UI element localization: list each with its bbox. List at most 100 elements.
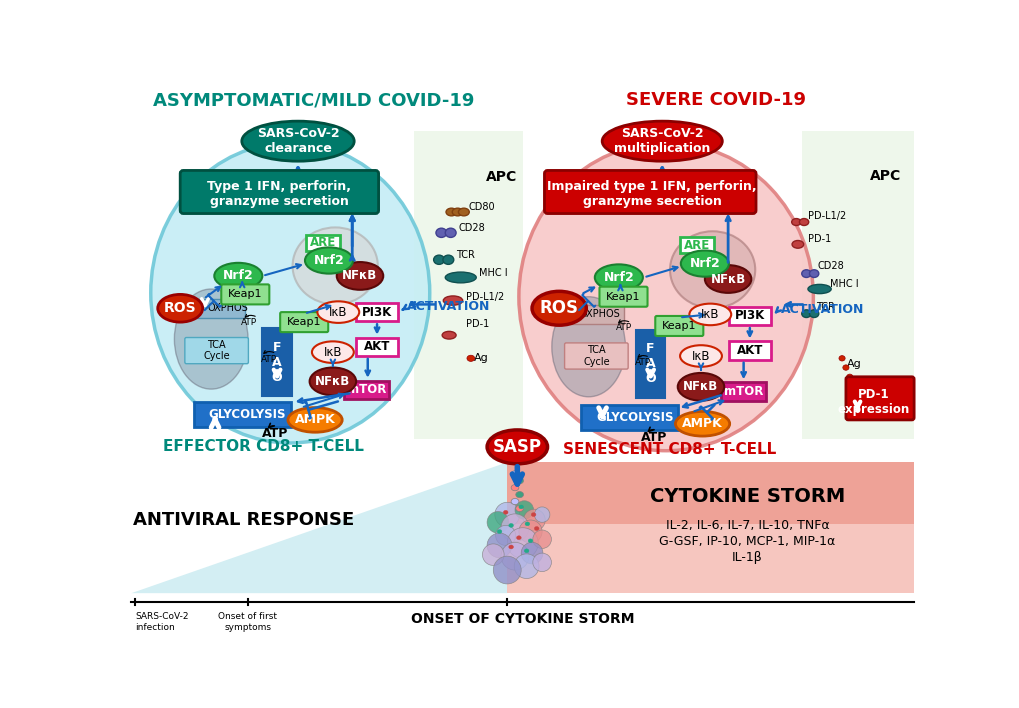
- Text: ACTIVATION: ACTIVATION: [407, 300, 489, 313]
- Ellipse shape: [500, 542, 529, 570]
- FancyBboxPatch shape: [635, 330, 664, 398]
- Text: PI3K: PI3K: [734, 309, 764, 322]
- Text: ONSET OF CYTOKINE STORM: ONSET OF CYTOKINE STORM: [411, 612, 634, 627]
- FancyBboxPatch shape: [194, 402, 290, 427]
- Text: NFκB: NFκB: [342, 270, 377, 282]
- Ellipse shape: [336, 262, 383, 290]
- FancyBboxPatch shape: [180, 171, 378, 214]
- Text: ANTIVIRAL RESPONSE: ANTIVIRAL RESPONSE: [133, 511, 354, 529]
- Ellipse shape: [532, 291, 586, 325]
- Polygon shape: [414, 131, 522, 439]
- Text: Nrf2: Nrf2: [689, 257, 719, 270]
- FancyBboxPatch shape: [720, 382, 765, 401]
- Ellipse shape: [508, 523, 513, 527]
- FancyBboxPatch shape: [565, 343, 628, 369]
- Text: APC: APC: [486, 171, 517, 184]
- Ellipse shape: [487, 430, 547, 464]
- Text: IL-1β: IL-1β: [732, 552, 762, 564]
- Ellipse shape: [524, 549, 529, 553]
- Ellipse shape: [521, 542, 542, 564]
- Ellipse shape: [809, 310, 818, 317]
- FancyBboxPatch shape: [280, 312, 328, 332]
- FancyBboxPatch shape: [183, 299, 245, 317]
- Text: SASP: SASP: [492, 438, 541, 456]
- Text: ARE: ARE: [684, 239, 709, 251]
- Ellipse shape: [846, 374, 852, 379]
- FancyBboxPatch shape: [729, 341, 770, 360]
- Ellipse shape: [310, 367, 356, 395]
- Text: PD-L1/2: PD-L1/2: [807, 211, 846, 221]
- Ellipse shape: [506, 527, 538, 559]
- Ellipse shape: [519, 505, 523, 509]
- Text: PD-1: PD-1: [807, 234, 830, 244]
- Text: TCA
Cycle: TCA Cycle: [583, 346, 609, 367]
- Ellipse shape: [534, 507, 549, 523]
- Ellipse shape: [467, 355, 474, 361]
- Ellipse shape: [801, 310, 810, 317]
- Ellipse shape: [511, 498, 519, 505]
- FancyBboxPatch shape: [356, 338, 397, 356]
- Ellipse shape: [532, 530, 551, 549]
- Text: ROS: ROS: [539, 299, 578, 317]
- Ellipse shape: [317, 302, 359, 323]
- Text: ATP: ATP: [641, 431, 667, 444]
- Text: IκB: IκB: [323, 346, 341, 359]
- Ellipse shape: [792, 241, 803, 249]
- Ellipse shape: [487, 533, 512, 558]
- FancyBboxPatch shape: [581, 405, 678, 430]
- Text: ARE: ARE: [310, 236, 335, 249]
- Text: Ag: Ag: [474, 353, 488, 363]
- Text: EFFECTOR CD8+ T-CELL: EFFECTOR CD8+ T-CELL: [162, 440, 363, 455]
- Text: ASYMPTOMATIC/MILD COVID-19: ASYMPTOMATIC/MILD COVID-19: [153, 91, 474, 109]
- Ellipse shape: [433, 255, 444, 264]
- Text: PI3K: PI3K: [362, 306, 391, 319]
- Ellipse shape: [495, 525, 516, 545]
- Ellipse shape: [287, 408, 341, 432]
- Ellipse shape: [807, 285, 830, 294]
- Text: IκB: IκB: [329, 306, 347, 319]
- Ellipse shape: [435, 228, 446, 237]
- Ellipse shape: [528, 539, 532, 543]
- Text: AKT: AKT: [736, 344, 762, 357]
- Text: F
A
O: F A O: [645, 342, 655, 385]
- Text: GLYCOLYSIS: GLYCOLYSIS: [209, 408, 286, 421]
- Ellipse shape: [445, 228, 455, 237]
- Ellipse shape: [669, 232, 754, 308]
- Ellipse shape: [799, 219, 808, 225]
- Ellipse shape: [174, 289, 248, 389]
- Text: SEVERE COVID-19: SEVERE COVID-19: [626, 91, 806, 109]
- Ellipse shape: [704, 265, 751, 293]
- Text: ATP: ATP: [634, 358, 650, 367]
- Text: mTOR: mTOR: [346, 383, 385, 396]
- Ellipse shape: [493, 556, 521, 584]
- FancyBboxPatch shape: [564, 305, 624, 324]
- Text: IκB: IκB: [700, 308, 718, 321]
- Text: APC: APC: [869, 169, 901, 183]
- Text: IL-2, IL-6, IL-7, IL-10, TNFα: IL-2, IL-6, IL-7, IL-10, TNFα: [665, 519, 828, 532]
- FancyBboxPatch shape: [845, 377, 913, 420]
- Ellipse shape: [443, 296, 463, 305]
- Ellipse shape: [594, 264, 642, 290]
- Ellipse shape: [523, 509, 545, 531]
- Ellipse shape: [516, 536, 521, 539]
- Text: OXPHOS: OXPHOS: [208, 303, 249, 313]
- Text: ATP: ATP: [614, 323, 631, 332]
- Ellipse shape: [151, 143, 429, 443]
- Text: TCA
Cycle: TCA Cycle: [203, 340, 229, 361]
- Text: F
A
O: F A O: [271, 341, 282, 384]
- Ellipse shape: [689, 304, 731, 325]
- Text: ATP: ATP: [240, 318, 257, 326]
- FancyBboxPatch shape: [680, 237, 713, 253]
- Ellipse shape: [158, 295, 203, 322]
- Text: AMPK: AMPK: [682, 417, 722, 430]
- Ellipse shape: [801, 270, 810, 278]
- Text: AMPK: AMPK: [294, 413, 335, 426]
- Ellipse shape: [312, 341, 354, 363]
- FancyBboxPatch shape: [654, 316, 703, 336]
- Ellipse shape: [503, 510, 507, 514]
- Ellipse shape: [516, 491, 523, 498]
- Text: OXPHOS: OXPHOS: [580, 309, 620, 319]
- Ellipse shape: [494, 502, 519, 527]
- Text: TCR: TCR: [815, 302, 834, 312]
- Text: Nrf2: Nrf2: [603, 271, 634, 284]
